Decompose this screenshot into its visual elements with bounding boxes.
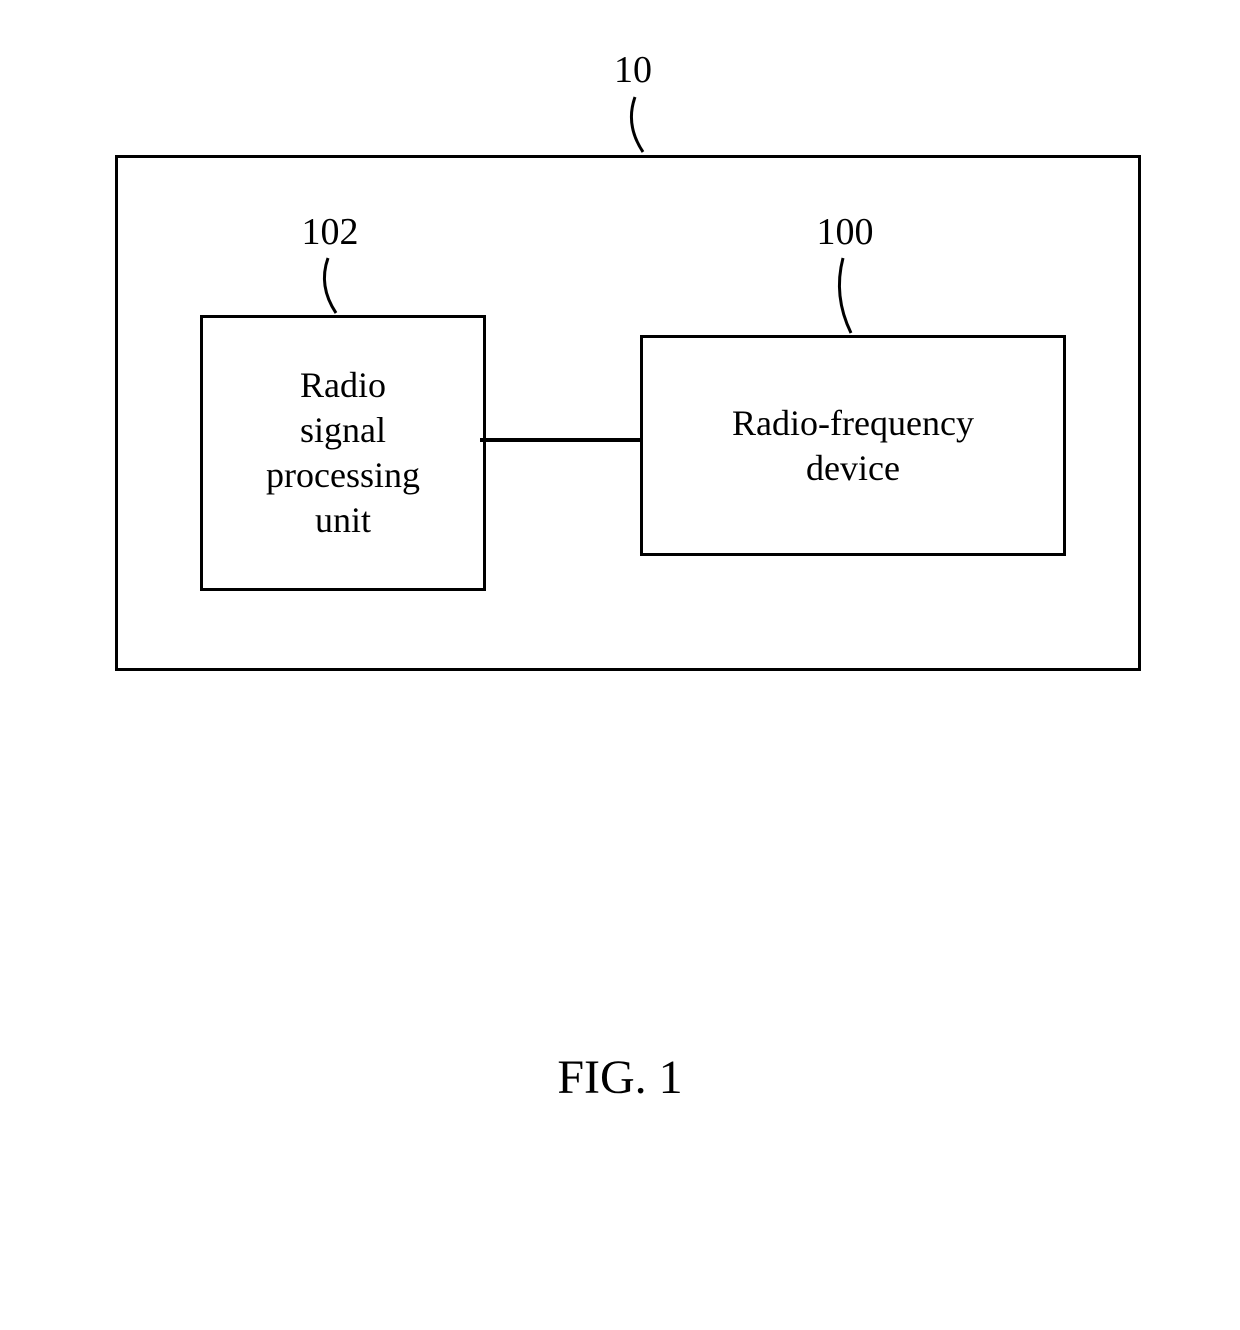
- leader-left: [318, 258, 358, 316]
- leader-right: [833, 258, 873, 336]
- leader-left-path: [324, 258, 336, 313]
- leader-outer: [625, 97, 665, 155]
- figure-canvas: 10 102 100 Radio signal processing unit …: [0, 0, 1240, 1330]
- connector-left-right: [480, 438, 640, 442]
- block-left-label: Radio signal processing unit: [266, 363, 420, 543]
- block-right-label: Radio-frequency device: [732, 401, 974, 491]
- block-radio-signal-processing-unit: Radio signal processing unit: [200, 315, 486, 591]
- leader-right-path: [839, 258, 851, 333]
- ref-right-100: 100: [805, 210, 885, 254]
- ref-left-102: 102: [290, 210, 370, 254]
- figure-caption: FIG. 1: [0, 1050, 1240, 1105]
- block-radio-frequency-device: Radio-frequency device: [640, 335, 1066, 556]
- leader-outer-path: [631, 97, 643, 152]
- ref-outer-10: 10: [603, 48, 663, 92]
